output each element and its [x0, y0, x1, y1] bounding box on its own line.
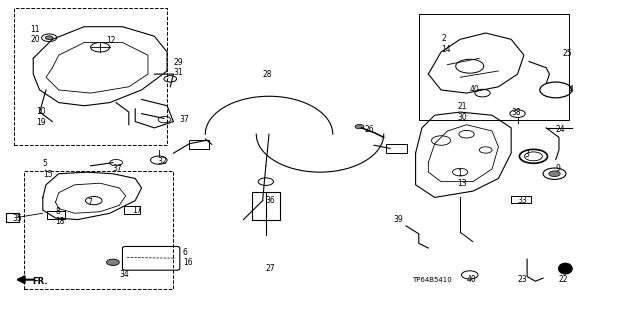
- Text: 12: 12: [106, 36, 116, 45]
- Text: 27: 27: [266, 264, 275, 273]
- Text: 26: 26: [365, 125, 374, 134]
- Circle shape: [106, 259, 119, 265]
- Text: 37: 37: [180, 115, 189, 124]
- Text: TP64B5410: TP64B5410: [412, 277, 452, 283]
- Text: 36: 36: [266, 196, 276, 205]
- Text: 23: 23: [518, 275, 527, 284]
- Text: 17: 17: [132, 206, 141, 215]
- Text: 28: 28: [262, 70, 272, 78]
- Text: 37: 37: [113, 165, 123, 174]
- Text: 29
31: 29 31: [173, 58, 183, 78]
- Text: 5
15: 5 15: [43, 159, 52, 179]
- Text: 33: 33: [518, 196, 527, 205]
- Text: 21
30: 21 30: [457, 102, 467, 122]
- Text: 11
20: 11 20: [30, 25, 40, 44]
- Text: 25: 25: [562, 49, 572, 58]
- Text: 8
18: 8 18: [56, 207, 65, 226]
- Text: 10
19: 10 19: [36, 107, 46, 127]
- Text: 40: 40: [470, 85, 479, 94]
- Text: 7: 7: [88, 198, 92, 207]
- Text: 40: 40: [467, 275, 476, 284]
- Text: 1
13: 1 13: [457, 169, 467, 188]
- Text: 2
14: 2 14: [441, 34, 451, 54]
- Text: 9: 9: [556, 165, 561, 174]
- Circle shape: [548, 171, 560, 177]
- Text: 3: 3: [524, 150, 529, 159]
- Text: 4: 4: [568, 85, 573, 94]
- Circle shape: [355, 124, 364, 129]
- Text: 38: 38: [511, 108, 521, 116]
- Circle shape: [45, 36, 53, 40]
- Text: 22: 22: [559, 275, 568, 284]
- Text: 34: 34: [119, 271, 129, 279]
- Text: 35: 35: [13, 213, 22, 222]
- Text: 32: 32: [157, 157, 167, 166]
- Text: 24: 24: [556, 125, 565, 134]
- Ellipse shape: [558, 263, 572, 274]
- Text: FR.: FR.: [32, 277, 47, 286]
- Text: 6
16: 6 16: [183, 248, 193, 267]
- Text: 39: 39: [394, 215, 403, 224]
